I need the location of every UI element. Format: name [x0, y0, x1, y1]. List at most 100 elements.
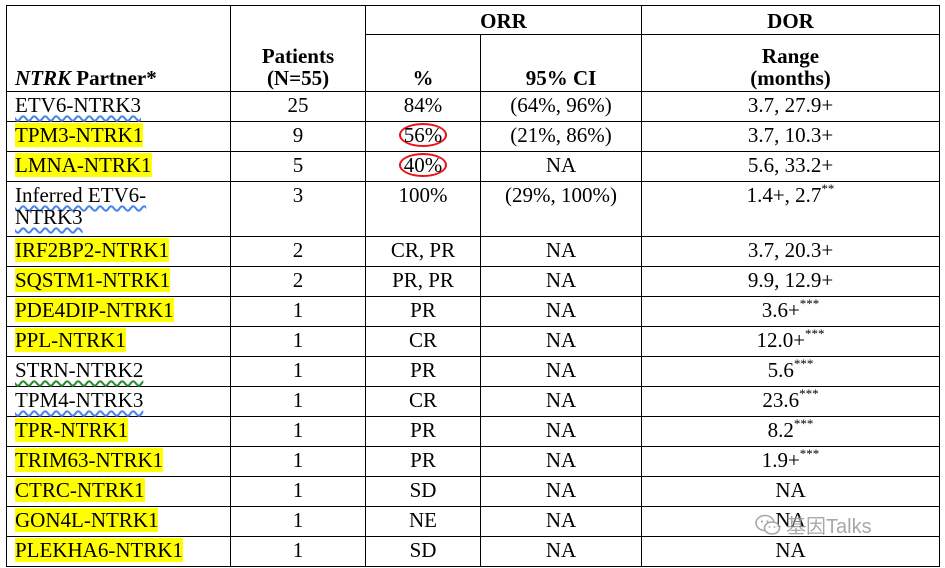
- table-row: IRF2BP2-NTRK1 2 CR, PR NA 3.7, 20.3+: [6, 236, 940, 267]
- partner-name: TPR-NTRK1: [15, 418, 129, 442]
- orr-percent-cell: SD: [365, 536, 481, 567]
- table-row: PDE4DIP-NTRK1 1 PR NA 3.6+***: [6, 296, 940, 327]
- partner-cell: TPM3-NTRK1: [6, 121, 231, 152]
- table-row: TPM4-NTRK3 1 CR NA 23.6***: [6, 386, 940, 417]
- orr-percent-cell: CR: [365, 386, 481, 417]
- orr-ci-cell: NA: [480, 506, 642, 537]
- patients-cell: 25: [230, 91, 366, 122]
- partner-cell: ETV6-NTRK3: [6, 91, 231, 122]
- table-row: TPR-NTRK1 1 PR NA 8.2***: [6, 416, 940, 447]
- partner-name: IRF2BP2-NTRK1: [15, 238, 170, 262]
- partner-name: GON4L-NTRK1: [15, 508, 159, 532]
- orr-percent-cell: NE: [365, 506, 481, 537]
- table-row: PLEKHA6-NTRK1 1 SD NA NA: [6, 536, 940, 567]
- partner-cell: Inferred ETV6- NTRK3: [6, 181, 231, 237]
- table-row: CTRC-NTRK1 1 SD NA NA: [6, 476, 940, 507]
- partner-cell: GON4L-NTRK1: [6, 506, 231, 537]
- table-row: PPL-NTRK1 1 CR NA 12.0+***: [6, 326, 940, 357]
- orr-percent-cell: 56%: [365, 121, 481, 152]
- header-orr-percent: %: [365, 34, 481, 92]
- header-dor-range: Range (months): [641, 34, 940, 92]
- orr-ci-cell: (64%, 96%): [480, 91, 642, 122]
- watermark-text: 基因Talks: [786, 516, 872, 538]
- partner-name-line1: Inferred ETV6-: [15, 183, 147, 207]
- orr-ci-cell: NA: [480, 416, 642, 447]
- orr-ci-cell: NA: [480, 266, 642, 297]
- dor-range-cell: 3.7, 27.9+: [641, 91, 940, 122]
- patients-cell: 9: [230, 121, 366, 152]
- header-dor: DOR: [641, 5, 940, 35]
- table-row: TRIM63-NTRK1 1 PR NA 1.9+***: [6, 446, 940, 477]
- partner-cell: IRF2BP2-NTRK1: [6, 236, 231, 267]
- red-circle-annotation: 40%: [398, 153, 448, 177]
- red-circle-annotation: 56%: [398, 123, 448, 147]
- dor-range-cell: 5.6, 33.2+: [641, 151, 940, 182]
- partner-name: PDE4DIP-NTRK1: [15, 298, 174, 322]
- table-row: GON4L-NTRK1 1 NE NA NA: [6, 506, 940, 537]
- orr-percent-cell: PR: [365, 296, 481, 327]
- patients-cell: 1: [230, 476, 366, 507]
- orr-percent-cell: PR: [365, 416, 481, 447]
- partner-name: TRIM63-NTRK1: [15, 448, 164, 472]
- dor-range-cell: 1.4+, 2.7**: [641, 181, 940, 237]
- dor-range-cell: 5.6***: [641, 356, 940, 387]
- orr-ci-cell: NA: [480, 386, 642, 417]
- orr-ci-cell: NA: [480, 536, 642, 567]
- orr-ci-cell: NA: [480, 326, 642, 357]
- patients-cell: 2: [230, 236, 366, 267]
- orr-percent-cell: 40%: [365, 151, 481, 182]
- partner-cell: CTRC-NTRK1: [6, 476, 231, 507]
- dor-range-cell: 8.2***: [641, 416, 940, 447]
- orr-percent-cell: 100%: [365, 181, 481, 237]
- partner-cell: STRN-NTRK2: [6, 356, 231, 387]
- partner-name: TPM4-NTRK3: [15, 388, 144, 412]
- partner-name: STRN-NTRK2: [15, 358, 144, 382]
- partner-cell: PDE4DIP-NTRK1: [6, 296, 231, 327]
- orr-percent-cell: CR, PR: [365, 236, 481, 267]
- partner-cell: TPR-NTRK1: [6, 416, 231, 447]
- ntrk-fusion-response-table: NTRK Partner* Patients (N=55) ORR DOR % 9…: [6, 5, 940, 567]
- orr-percent-cell: PR: [365, 356, 481, 387]
- orr-ci-cell: NA: [480, 296, 642, 327]
- orr-percent-cell: CR: [365, 326, 481, 357]
- dor-range-cell: 23.6***: [641, 386, 940, 417]
- orr-percent-cell: 84%: [365, 91, 481, 122]
- table-row: TPM3-NTRK1 9 56% (21%, 86%) 3.7, 10.3+: [6, 121, 940, 152]
- wechat-icon: [755, 514, 781, 535]
- patients-cell: 1: [230, 416, 366, 447]
- partner-name-line2: NTRK3: [15, 205, 83, 229]
- partner-cell: TPM4-NTRK3: [6, 386, 231, 417]
- dor-range-cell: 1.9+***: [641, 446, 940, 477]
- dor-range-cell: 3.7, 10.3+: [641, 121, 940, 152]
- orr-ci-cell: NA: [480, 356, 642, 387]
- patients-cell: 1: [230, 506, 366, 537]
- partner-name: TPM3-NTRK1: [15, 123, 144, 147]
- dor-range-cell: NA: [641, 476, 940, 507]
- header-patients: Patients (N=55): [230, 5, 366, 92]
- dor-range-cell: NA: [641, 536, 940, 567]
- orr-ci-cell: NA: [480, 476, 642, 507]
- orr-percent-cell: SD: [365, 476, 481, 507]
- patients-cell: 2: [230, 266, 366, 297]
- header-orr: ORR: [365, 5, 642, 35]
- orr-ci-cell: NA: [480, 151, 642, 182]
- patients-cell: 1: [230, 296, 366, 327]
- dor-range-cell: 3.6+***: [641, 296, 940, 327]
- table-row: ETV6-NTRK3 25 84% (64%, 96%) 3.7, 27.9+: [6, 91, 940, 122]
- orr-ci-cell: (29%, 100%): [480, 181, 642, 237]
- patients-cell: 1: [230, 356, 366, 387]
- partner-cell: TRIM63-NTRK1: [6, 446, 231, 477]
- partner-cell: PLEKHA6-NTRK1: [6, 536, 231, 567]
- table-row: STRN-NTRK2 1 PR NA 5.6***: [6, 356, 940, 387]
- partner-cell: SQSTM1-NTRK1: [6, 266, 231, 297]
- partner-name: SQSTM1-NTRK1: [15, 268, 171, 292]
- table-row: Inferred ETV6- NTRK3 3 100% (29%, 100%) 1…: [6, 181, 940, 237]
- table-row: LMNA-NTRK1 5 40% NA 5.6, 33.2+: [6, 151, 940, 182]
- patients-cell: 1: [230, 536, 366, 567]
- partner-name: ETV6-NTRK3: [15, 93, 141, 117]
- patients-cell: 5: [230, 151, 366, 182]
- partner-cell: LMNA-NTRK1: [6, 151, 231, 182]
- patients-cell: 1: [230, 326, 366, 357]
- orr-percent-cell: PR: [365, 446, 481, 477]
- header-row-1: NTRK Partner* Patients (N=55) ORR DOR: [6, 5, 940, 92]
